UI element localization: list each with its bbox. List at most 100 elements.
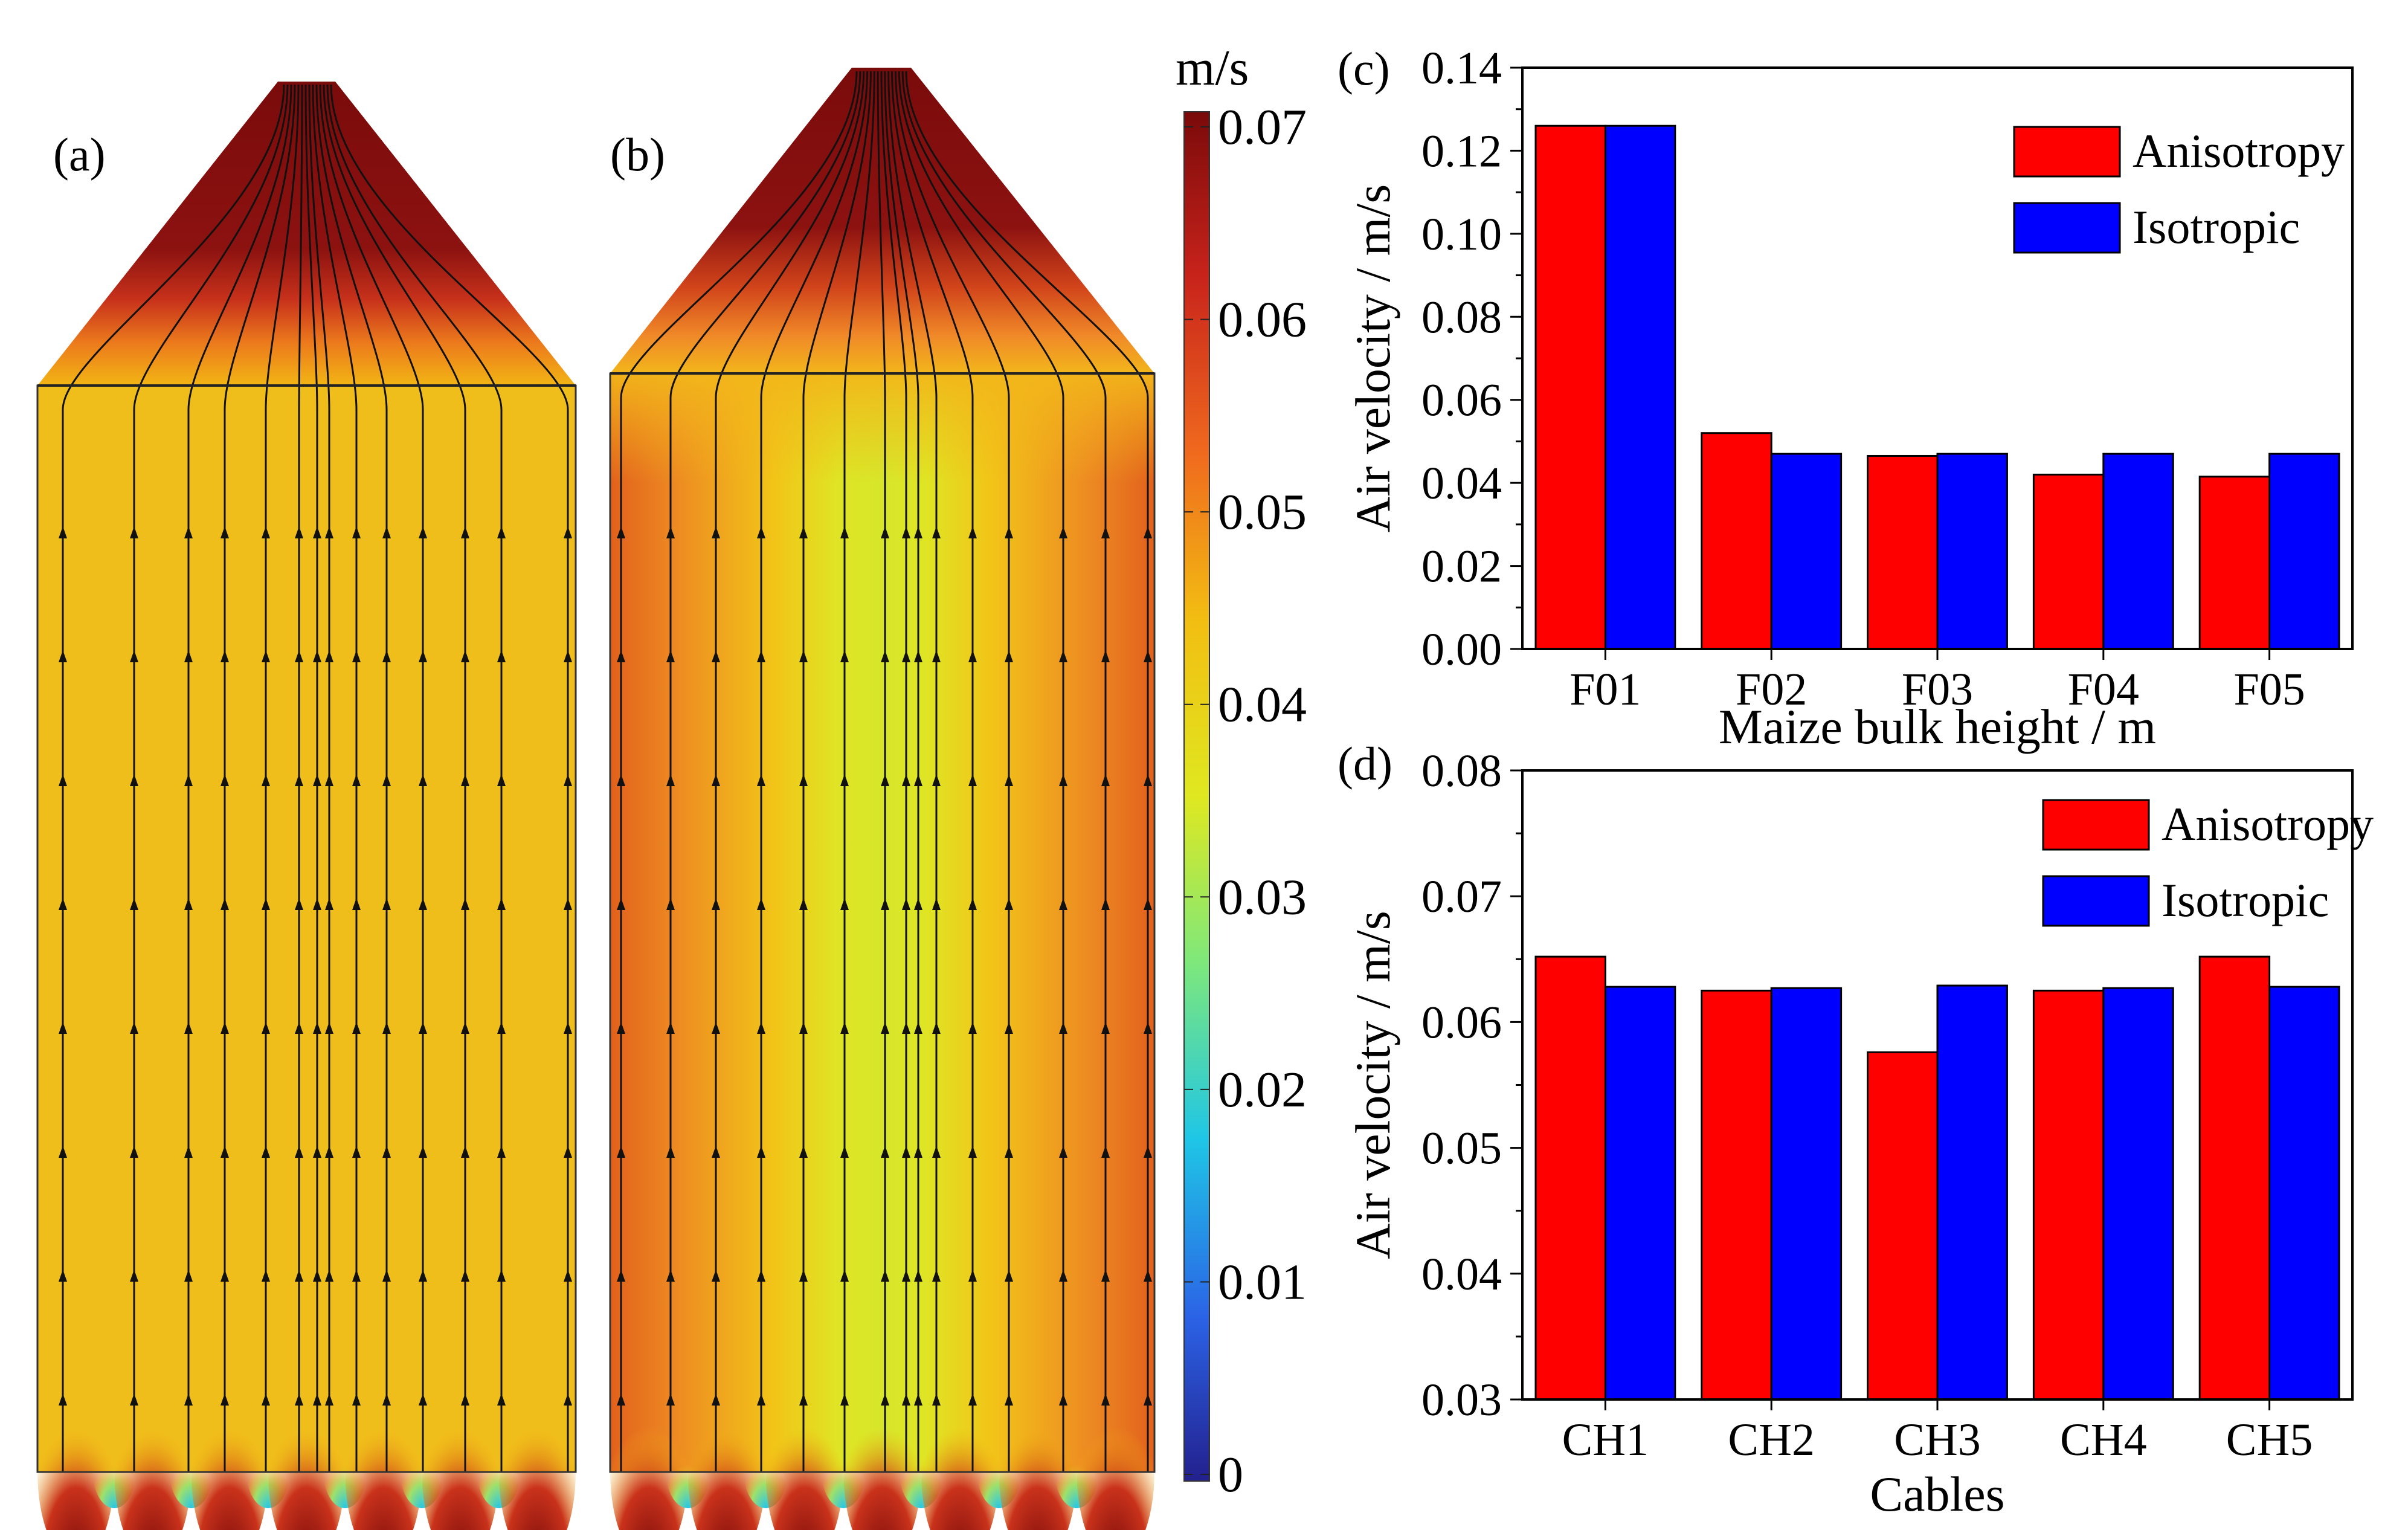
inlet-hotspot — [1077, 1381, 1154, 1530]
flow-arrow — [1005, 1393, 1013, 1406]
flow-arrow — [221, 898, 229, 910]
flow-arrow — [382, 650, 391, 662]
flow-arrow — [617, 1146, 625, 1158]
flow-arrow — [497, 650, 506, 662]
legend-swatch-anisotropy — [2013, 126, 2121, 178]
flow-arrow — [130, 526, 138, 538]
legend-label-anisotropy: Anisotropy — [2133, 124, 2345, 177]
flow-arrow — [666, 1022, 675, 1034]
bar-isotropic-f03 — [1936, 453, 2008, 650]
y-tick-label: 0.06 — [1421, 375, 1502, 426]
flow-arrow — [666, 526, 675, 538]
flow-arrow — [313, 1270, 321, 1282]
flow-arrow — [666, 650, 675, 662]
flow-arrow — [881, 1022, 889, 1034]
flow-arrow — [914, 1022, 922, 1034]
flow-arrow — [757, 526, 765, 538]
flow-arrow — [757, 774, 765, 786]
bar-anisotropy-ch2 — [1701, 989, 1772, 1401]
flow-arrow — [59, 1146, 67, 1158]
flow-arrow — [352, 1022, 361, 1034]
flow-arrow — [262, 1270, 270, 1282]
flow-arrow — [325, 1393, 333, 1406]
flow-arrow — [1144, 1393, 1152, 1406]
flow-arrow — [461, 898, 469, 910]
bar-anisotropy-f01 — [1534, 124, 1606, 650]
colorbar-tick-label: 0.06 — [1218, 292, 1307, 348]
bar-isotropic-ch3 — [1936, 984, 2008, 1401]
flow-arrow — [221, 1022, 229, 1034]
flow-arrow — [130, 774, 138, 786]
flow-arrow — [1005, 1270, 1013, 1282]
bar-isotropic-f02 — [1770, 453, 1843, 650]
flow-arrow — [932, 1022, 941, 1034]
inlet-hotspot — [999, 1381, 1077, 1530]
colorbar: m/s 0.07 0.06 0.05 0.04 0.03 0.02 0.01 0 — [1176, 40, 1307, 1503]
bar-anisotropy-f04 — [2032, 473, 2105, 650]
flow-arrow — [564, 774, 572, 786]
flow-arrow — [840, 1393, 849, 1406]
x-tick-label: CH1 — [1562, 1415, 1649, 1465]
flow-arrow — [497, 1146, 506, 1158]
flow-arrow — [461, 526, 469, 538]
x-tick-label: F05 — [2233, 664, 2305, 715]
flow-arrow — [932, 526, 941, 538]
flow-arrow — [799, 774, 808, 786]
flow-arrow — [497, 1270, 506, 1282]
flow-arrow — [497, 1393, 506, 1406]
streamline — [802, 71, 872, 1472]
x-tick-label: CH4 — [2060, 1415, 2147, 1465]
flow-arrow — [59, 650, 67, 662]
flow-arrow — [382, 898, 391, 910]
flow-arrow — [799, 1146, 808, 1158]
flow-arrow — [617, 526, 625, 538]
flow-arrow — [712, 774, 720, 786]
x-tick-label: CH5 — [2226, 1415, 2313, 1465]
flow-arrow — [1005, 774, 1013, 786]
flow-arrow — [881, 1393, 889, 1406]
flow-arrow — [799, 650, 808, 662]
flow-arrow — [184, 1270, 193, 1282]
flow-arrow — [564, 1146, 572, 1158]
flow-arrow — [461, 1270, 469, 1282]
y-tick-label: 0.02 — [1421, 541, 1502, 592]
flow-arrow — [221, 1270, 229, 1282]
flow-arrow — [419, 1146, 427, 1158]
y-tick-label: 0.04 — [1421, 1249, 1502, 1300]
bar-isotropic-ch2 — [1770, 987, 1843, 1401]
y-tick-label: 0.12 — [1421, 126, 1502, 176]
flow-arrow — [712, 1022, 720, 1034]
flow-arrow — [313, 1146, 321, 1158]
y-tick-label: 0.04 — [1421, 458, 1502, 509]
flow-arrow — [799, 526, 808, 538]
flow-arrow — [902, 1270, 910, 1282]
streamline — [133, 84, 289, 1472]
flow-arrow — [1144, 650, 1152, 662]
flow-arrow — [968, 898, 977, 910]
legend-label-isotropic: Isotropic — [2162, 874, 2329, 926]
streamline — [224, 84, 296, 1472]
flow-arrow — [325, 650, 333, 662]
x-tick-label: F02 — [1736, 664, 1807, 715]
flow-arrow — [184, 1146, 193, 1158]
streamline — [326, 84, 503, 1472]
flow-arrow — [1059, 1022, 1067, 1034]
flow-arrow — [59, 774, 67, 786]
flow-arrow — [666, 1146, 675, 1158]
x-tick-label: F03 — [1902, 664, 1973, 715]
flow-arrow — [1101, 774, 1110, 786]
flow-arrow — [932, 774, 941, 786]
flow-arrow — [617, 1022, 625, 1034]
streamline — [715, 71, 865, 1472]
inlet-hotspot — [765, 1381, 844, 1530]
flow-arrow — [712, 526, 720, 538]
flow-arrow — [617, 1393, 625, 1406]
flow-arrow — [617, 898, 625, 910]
streamline — [891, 71, 974, 1472]
inlet-hotspot — [687, 1381, 766, 1530]
flow-arrow — [757, 1022, 765, 1034]
streamline — [898, 71, 1064, 1472]
flow-arrow — [1144, 1022, 1152, 1034]
flow-arrow — [184, 526, 193, 538]
streamline — [669, 71, 861, 1472]
